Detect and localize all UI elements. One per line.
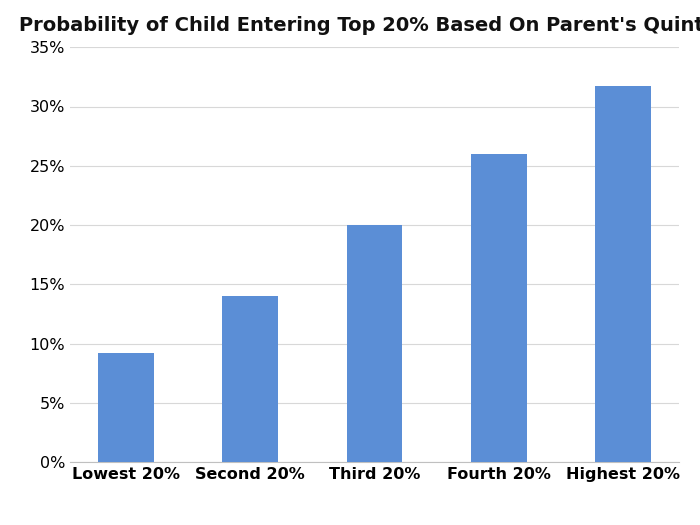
Bar [98,353,154,462]
Bar [471,154,527,462]
Bar [595,86,651,462]
Bar [346,225,402,462]
Bar [222,296,278,462]
Title: Probability of Child Entering Top 20% Based On Parent's Quintile: Probability of Child Entering Top 20% Ba… [19,16,700,35]
